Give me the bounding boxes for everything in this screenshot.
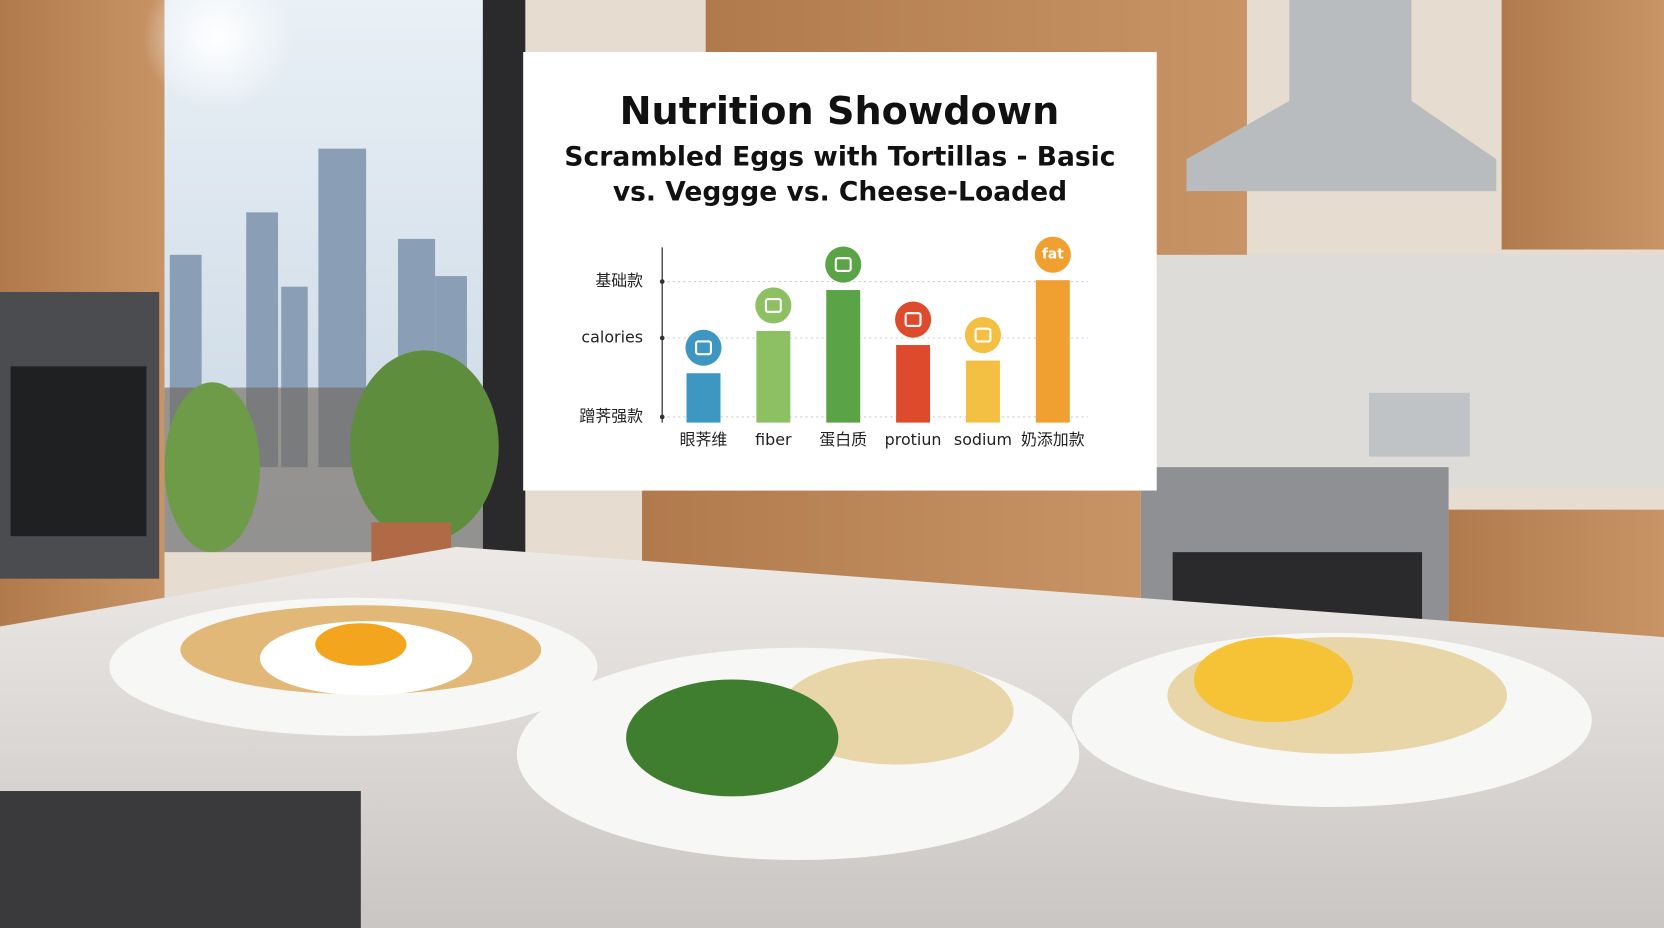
bar bbox=[686, 373, 721, 423]
bar-icon bbox=[1034, 236, 1071, 273]
bar bbox=[826, 290, 861, 423]
icon-label: fat bbox=[1042, 247, 1064, 263]
icon-glyph bbox=[974, 327, 992, 343]
icon-glyph bbox=[764, 298, 782, 313]
bar-icon bbox=[964, 317, 1001, 354]
y-tick-label: 基础款 bbox=[595, 271, 643, 290]
x-tick-label: 蛋白质 bbox=[819, 430, 867, 449]
x-tick-label: 奶添加款 bbox=[1021, 430, 1085, 449]
icon-glyph bbox=[834, 257, 852, 272]
bar-icon bbox=[825, 246, 862, 283]
chart-subtitle: Scrambled Eggs with Tortillas - Basic vs… bbox=[564, 141, 1116, 208]
y-tick-label: 蹭荠强款 bbox=[579, 406, 643, 425]
bar bbox=[756, 330, 791, 423]
bar bbox=[1035, 280, 1070, 423]
x-tick-label: 眼荠维 bbox=[680, 430, 728, 449]
bar-icon bbox=[755, 287, 792, 324]
tick-mark bbox=[659, 414, 665, 420]
tick-mark bbox=[659, 335, 665, 341]
x-tick-label: sodium bbox=[954, 430, 1012, 449]
x-tick-label: fiber bbox=[755, 430, 792, 449]
subtitle-box: Scrambled Eggs with Tortillas - Basic vs… bbox=[564, 141, 1116, 208]
x-tick-label: protiun bbox=[885, 430, 942, 449]
bar bbox=[896, 345, 931, 423]
bar bbox=[965, 360, 1000, 423]
y-tick-label: calories bbox=[581, 327, 643, 346]
bar-icon bbox=[685, 329, 722, 366]
tick-mark bbox=[659, 279, 665, 284]
icon-glyph bbox=[695, 340, 712, 356]
icon-glyph bbox=[904, 312, 922, 327]
bar-icon bbox=[895, 301, 932, 338]
chart-title: Nutrition Showdown bbox=[620, 90, 1060, 134]
